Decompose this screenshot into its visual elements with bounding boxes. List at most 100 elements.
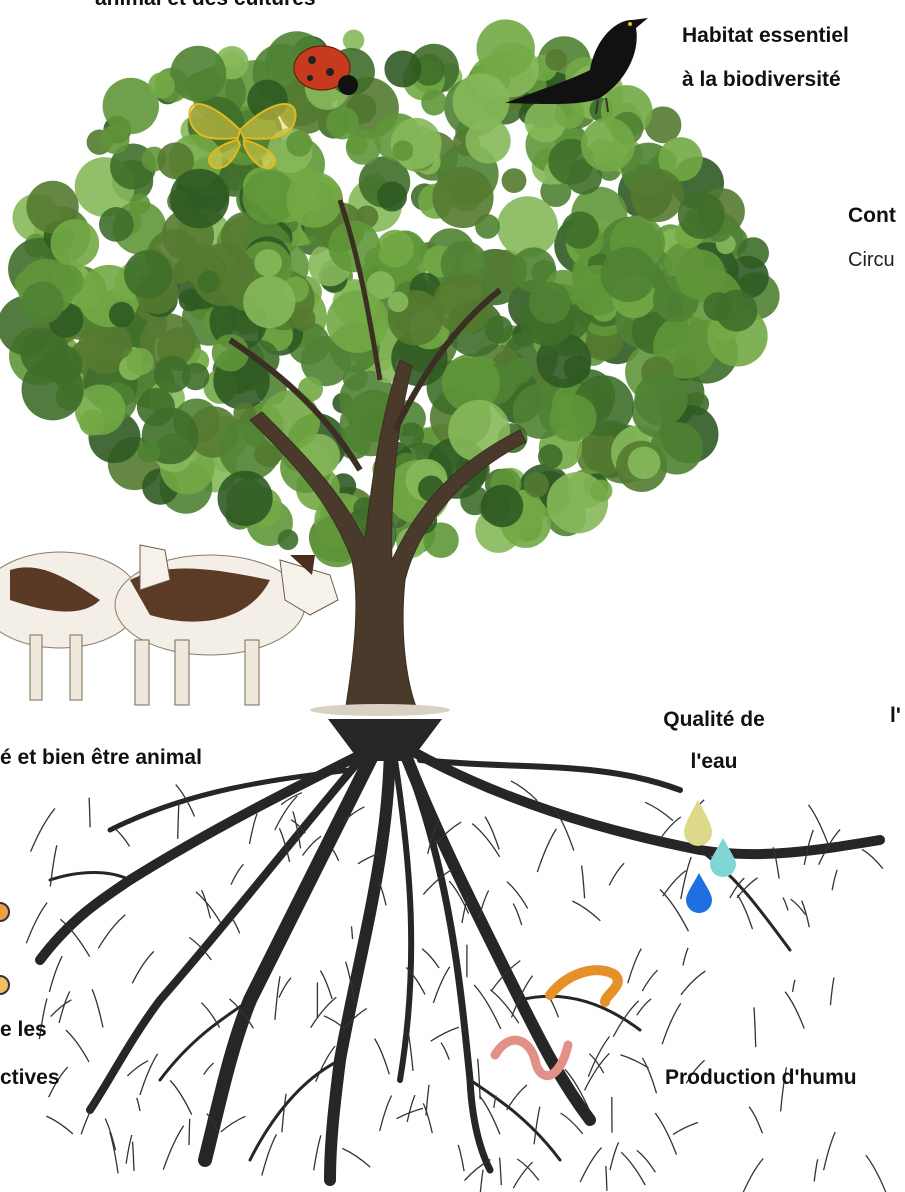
rootlet	[866, 1155, 889, 1192]
rootlet	[204, 1063, 214, 1075]
rootlet	[809, 805, 830, 849]
rootlet	[98, 915, 125, 949]
label-text: l'	[890, 704, 901, 727]
leaf-cluster	[22, 358, 84, 420]
rootlet	[379, 882, 386, 905]
rootlet	[580, 1148, 601, 1183]
rootlet	[474, 985, 501, 1029]
rootlet	[126, 1135, 132, 1164]
label-text: Cont	[848, 204, 896, 227]
leaf-cluster	[377, 182, 407, 212]
rootlet	[49, 956, 62, 992]
rootlet	[92, 989, 103, 1027]
rootlet	[628, 949, 642, 984]
leaf-cluster	[529, 282, 571, 324]
rootlet	[830, 978, 834, 1006]
leaf-cluster	[278, 529, 299, 550]
cows	[0, 545, 338, 705]
leaf-cluster	[393, 140, 414, 161]
rootlet	[114, 828, 130, 847]
rootlet	[178, 801, 179, 838]
leaf-cluster	[198, 271, 220, 293]
rootlet	[742, 1159, 763, 1192]
rootlet	[170, 1081, 192, 1115]
rootlet	[137, 1098, 140, 1111]
rootlet	[785, 992, 804, 1029]
rootlet	[572, 901, 600, 921]
rootlet	[282, 1094, 286, 1133]
leaf-cluster	[524, 472, 549, 497]
label-text: Production d'humu	[665, 1066, 857, 1089]
rootlet	[582, 866, 585, 899]
rootlet	[433, 967, 449, 1003]
rootlet	[250, 814, 258, 844]
rootlet	[642, 970, 657, 991]
rootlet	[311, 997, 337, 1027]
rootlet	[645, 802, 673, 820]
leaf-cluster	[549, 394, 596, 441]
leaf-cluster	[126, 348, 154, 376]
rootlet	[232, 918, 240, 933]
rootlet	[606, 1166, 607, 1191]
leaf-cluster	[51, 219, 100, 268]
label-text: Circu	[848, 249, 895, 271]
leaf-cluster	[590, 480, 612, 502]
label-text: à la biodiversité	[682, 68, 841, 91]
rootlet	[609, 863, 624, 885]
rootlet	[500, 1158, 502, 1186]
rootlet	[513, 904, 522, 926]
rootlet	[279, 978, 291, 998]
rootlet	[202, 890, 211, 918]
leaf-cluster	[124, 250, 172, 298]
leaf-cluster	[561, 211, 598, 248]
leaf-cluster	[453, 73, 510, 130]
leaf-cluster	[545, 49, 567, 71]
leaf-cluster	[218, 471, 273, 526]
leaf-cluster	[286, 172, 342, 228]
rootlet	[537, 829, 556, 872]
rootlet	[320, 971, 332, 999]
bullet-icon	[0, 976, 9, 994]
leaf-cluster	[376, 230, 414, 268]
rootlet	[422, 949, 439, 968]
label-text: ctives	[0, 1066, 60, 1089]
rootlet	[458, 1145, 464, 1171]
rootlet	[660, 817, 681, 839]
rootlet	[642, 1058, 656, 1093]
rootlet	[824, 1132, 836, 1170]
rootlet	[662, 1003, 681, 1044]
leaf-cluster	[138, 440, 161, 463]
rootlet	[31, 808, 55, 851]
leaf-cluster	[477, 19, 535, 77]
rootlet	[673, 1123, 698, 1135]
leaf-cluster	[326, 290, 389, 353]
rootlet	[814, 1159, 818, 1181]
leaf-cluster	[21, 282, 64, 325]
rootlet	[534, 1107, 540, 1145]
leaf-cluster	[678, 192, 725, 239]
leaf-cluster	[481, 485, 523, 527]
rootlet	[408, 1033, 413, 1071]
rootlet	[683, 948, 688, 966]
rootlet	[478, 1059, 481, 1099]
bullet-icon	[0, 903, 9, 921]
rootlet	[637, 1150, 656, 1172]
rootlet	[351, 926, 352, 939]
rootlet	[585, 1053, 610, 1090]
rootlet	[332, 849, 338, 861]
leaf-cluster	[343, 30, 364, 51]
rootlet	[201, 1003, 219, 1028]
rootlet	[163, 1126, 183, 1170]
label-text: Qualité de	[663, 708, 765, 731]
rootlet	[110, 1132, 118, 1173]
rootlet	[375, 1039, 390, 1075]
leaf-cluster	[502, 168, 527, 193]
rootlet	[660, 890, 689, 932]
rootlet	[407, 1095, 415, 1122]
leaf-cluster	[243, 276, 295, 328]
rootlet	[479, 1170, 483, 1192]
rootlet	[793, 980, 795, 992]
rootlet	[423, 1103, 432, 1133]
rootlet	[610, 1142, 619, 1170]
rootlet	[89, 798, 90, 828]
